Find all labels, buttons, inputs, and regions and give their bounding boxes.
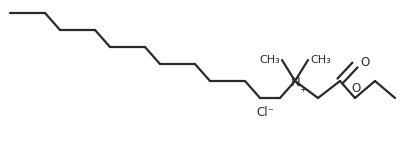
Text: Cl⁻: Cl⁻ [256,106,273,119]
Text: +: + [299,85,306,94]
Text: N: N [290,76,300,88]
Text: CH₃: CH₃ [259,55,279,65]
Text: O: O [351,82,360,95]
Text: O: O [359,56,368,68]
Text: CH₃: CH₃ [309,55,330,65]
